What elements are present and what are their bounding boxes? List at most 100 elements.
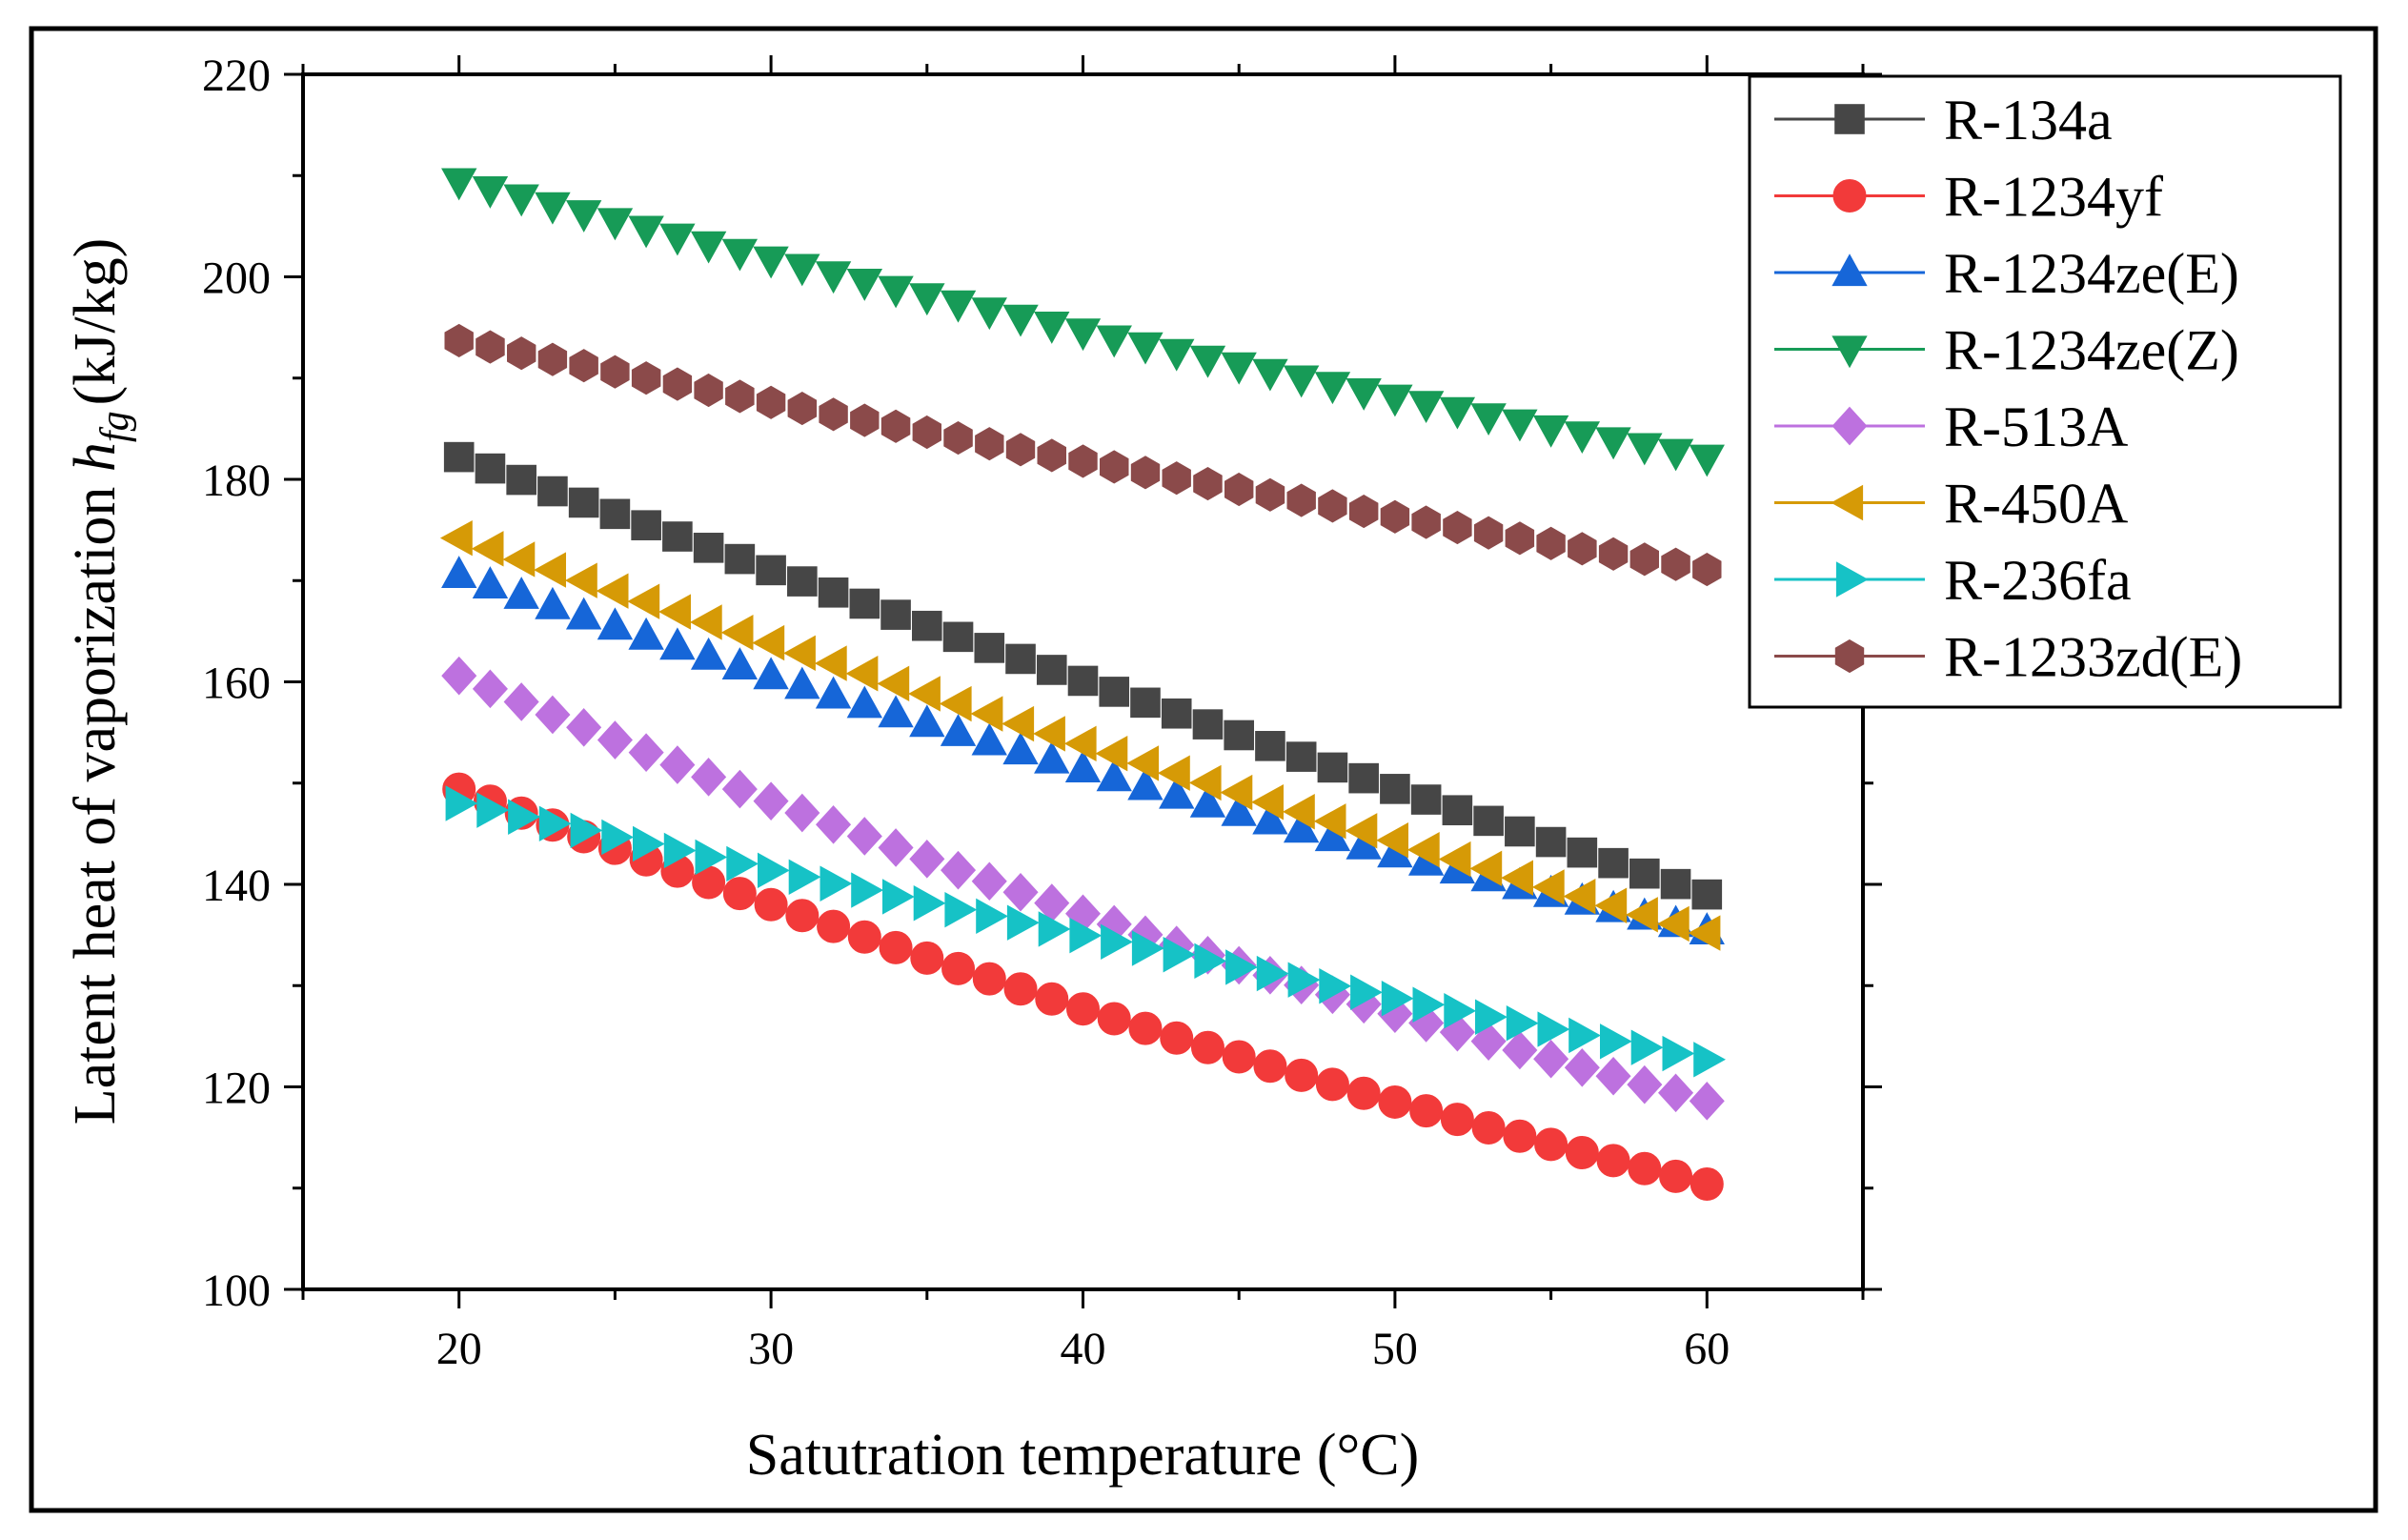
y-tick-label: 120 (202, 1064, 271, 1114)
data-point (1348, 762, 1379, 794)
data-point (1406, 831, 1440, 868)
data-point (784, 666, 820, 699)
data-point (940, 714, 977, 746)
data-point (537, 342, 568, 376)
data-point (1409, 1094, 1444, 1128)
data-point (1285, 1058, 1319, 1092)
data-point (1534, 1127, 1568, 1162)
data-point (1033, 716, 1065, 752)
data-point (817, 909, 851, 943)
data-point (816, 805, 852, 844)
legend-marker (1831, 335, 1868, 369)
data-point (753, 246, 789, 279)
x-axis-title: Satutration temperature (°C) (746, 1423, 1420, 1488)
data-point (1127, 332, 1164, 365)
data-point (631, 361, 661, 395)
data-point (472, 176, 509, 209)
series-R-1234ze(Z) (441, 168, 1725, 477)
legend-marker (1835, 561, 1869, 598)
data-point (1251, 784, 1284, 821)
data-point (1253, 1049, 1287, 1084)
outer-frame (29, 26, 2378, 1513)
data-point (690, 231, 727, 264)
data-point (1283, 810, 1320, 843)
data-point (1600, 1023, 1632, 1060)
data-point (663, 832, 697, 869)
data-point (971, 861, 1007, 902)
data-point (1220, 774, 1253, 811)
legend-label: R-236fa (1944, 549, 2132, 612)
legend-label: R-1233zd(E) (1944, 626, 2242, 689)
data-point (756, 385, 786, 419)
data-point (471, 531, 504, 567)
data-point (1287, 962, 1321, 998)
data-point (475, 453, 506, 484)
data-point (880, 409, 911, 443)
data-point (725, 379, 755, 414)
data-point (658, 594, 691, 630)
data-point (1502, 409, 1538, 442)
data-point (1691, 879, 1723, 910)
data-point (1630, 1029, 1664, 1065)
data-point (912, 415, 941, 450)
data-point (1005, 433, 1036, 467)
data-point (1345, 813, 1378, 849)
data-point (970, 696, 1003, 732)
data-point (846, 685, 883, 719)
data-point (1034, 312, 1070, 344)
data-point (726, 845, 759, 882)
data-point (1095, 735, 1128, 772)
data-point (846, 817, 882, 856)
data-point (1537, 1011, 1570, 1047)
data-point (1157, 755, 1190, 791)
data-point (507, 336, 536, 371)
data-point (971, 722, 1007, 756)
y-axis: 100 120 140 160 180 200 220 (202, 51, 1882, 1316)
y-axis-title-symbol: h (63, 442, 128, 472)
data-point (878, 828, 914, 867)
data-point (756, 555, 786, 586)
data-point (564, 562, 597, 598)
data-point (565, 597, 602, 630)
x-tick-label: 50 (1372, 1324, 1418, 1374)
legend-label: R-450A (1944, 473, 2128, 536)
data-point (784, 793, 820, 833)
data-point (691, 758, 727, 797)
data-point (912, 610, 942, 641)
legend-item: R-1234ze(Z) (1774, 319, 2239, 382)
data-point (1224, 719, 1255, 751)
data-point (1380, 774, 1410, 804)
data-point (909, 704, 945, 738)
data-point (1505, 816, 1535, 847)
data-point (819, 397, 848, 432)
data-point (1505, 521, 1535, 556)
data-point (659, 745, 696, 784)
data-point (1657, 438, 1694, 472)
data-point (847, 920, 881, 954)
data-point (1194, 942, 1227, 980)
legend-label: R-1234ze(Z) (1944, 319, 2239, 382)
data-point (1658, 1073, 1694, 1113)
legend-item: R-1233zd(E) (1774, 626, 2242, 689)
data-point (1068, 444, 1098, 478)
data-point (1688, 915, 1721, 951)
legend-item: R-236fa (1774, 549, 2132, 612)
y-tick-label: 180 (202, 456, 271, 506)
data-point (1130, 687, 1161, 719)
data-point (1128, 1011, 1163, 1045)
data-point (1693, 1042, 1727, 1078)
y-tick-label: 100 (202, 1266, 271, 1316)
data-point (880, 599, 911, 630)
y-tick-label: 160 (202, 659, 271, 709)
data-point (722, 877, 757, 911)
data-point (476, 330, 505, 364)
data-point (1378, 1084, 1412, 1119)
data-point (597, 208, 634, 241)
data-point (1377, 384, 1413, 417)
data-point (1285, 741, 1317, 772)
data-point (1002, 872, 1039, 912)
data-point (877, 665, 910, 702)
data-point (1317, 752, 1348, 783)
y-axis-title-unit: (kJ/kg) (63, 238, 128, 406)
